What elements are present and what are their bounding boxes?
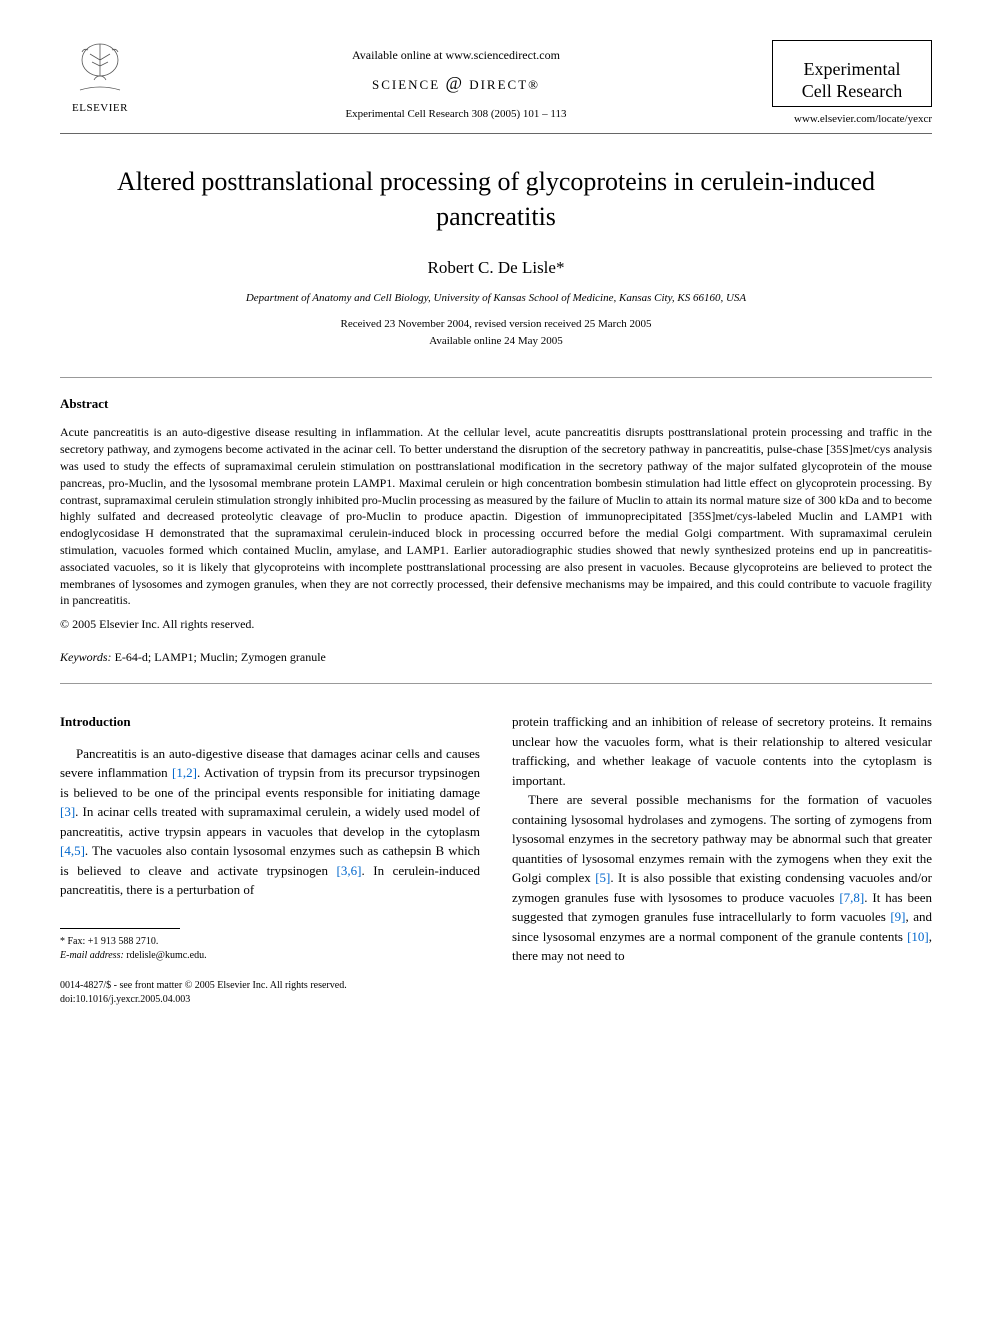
journal-box-col: Experimental Cell Research www.elsevier.… <box>772 40 932 125</box>
intro-p1-c: . In acinar cells treated with supramaxi… <box>60 804 480 839</box>
body-col-left: Introduction Pancreatitis is an auto-dig… <box>60 712 480 1007</box>
affiliation: Department of Anatomy and Cell Biology, … <box>60 292 932 304</box>
journal-name-line1: Experimental <box>787 59 917 81</box>
header-divider <box>60 133 932 134</box>
body-col-right: protein trafficking and an inhibition of… <box>512 712 932 1007</box>
journal-box: Experimental Cell Research <box>772 40 932 107</box>
doi-block: 0014-4827/$ - see front matter © 2005 El… <box>60 979 480 1007</box>
keywords: Keywords: E-64-d; LAMP1; Muclin; Zymogen… <box>60 650 932 665</box>
introduction-heading: Introduction <box>60 712 480 732</box>
abstract-top-divider <box>60 377 932 378</box>
article-title: Altered posttranslational processing of … <box>60 164 932 234</box>
intro-p2: protein trafficking and an inhibition of… <box>512 712 932 790</box>
footnote-divider <box>60 928 180 929</box>
footnote-email: E-mail address: rdelisle@kumc.edu. <box>60 949 480 963</box>
sd-science: SCIENCE <box>372 77 440 92</box>
journal-name-line2: Cell Research <box>787 81 917 103</box>
header-center: Available online at www.sciencedirect.co… <box>140 40 772 120</box>
publisher-name: ELSEVIER <box>60 102 140 114</box>
intro-p1: Pancreatitis is an auto-digestive diseas… <box>60 744 480 900</box>
keywords-text: E-64-d; LAMP1; Muclin; Zymogen granule <box>115 650 326 664</box>
cite-4-5[interactable]: [4,5] <box>60 843 85 858</box>
elsevier-tree-icon <box>60 40 140 102</box>
abstract-text: Acute pancreatitis is an auto-digestive … <box>60 424 932 609</box>
body-columns: Introduction Pancreatitis is an auto-dig… <box>60 712 932 1007</box>
keywords-label: Keywords: <box>60 650 112 664</box>
cite-10[interactable]: [10] <box>907 929 929 944</box>
sciencedirect-logo: SCIENCE @ DIRECT® <box>140 73 772 94</box>
doi-line1: 0014-4827/$ - see front matter © 2005 El… <box>60 979 480 993</box>
article-dates: Received 23 November 2004, revised versi… <box>60 316 932 349</box>
dates-online: Available online 24 May 2005 <box>60 333 932 350</box>
dates-received: Received 23 November 2004, revised versi… <box>60 316 932 333</box>
cite-7-8[interactable]: [7,8] <box>839 890 864 905</box>
publisher-logo: ELSEVIER <box>60 40 140 114</box>
keywords-divider <box>60 683 932 684</box>
cite-3[interactable]: [3] <box>60 804 75 819</box>
abstract-heading: Abstract <box>60 396 932 412</box>
cite-5[interactable]: [5] <box>595 870 610 885</box>
intro-p3: There are several possible mechanisms fo… <box>512 790 932 966</box>
footnote-fax: * Fax: +1 913 588 2710. <box>60 935 480 949</box>
footnote-email-value: rdelisle@kumc.edu. <box>126 950 206 961</box>
author: Robert C. De Lisle* <box>60 258 932 278</box>
abstract-copyright: © 2005 Elsevier Inc. All rights reserved… <box>60 617 932 632</box>
cite-3-6[interactable]: [3,6] <box>337 863 362 878</box>
footnote-email-label: E-mail address: <box>60 950 124 961</box>
header-row: ELSEVIER Available online at www.science… <box>60 40 932 125</box>
journal-reference: Experimental Cell Research 308 (2005) 10… <box>140 108 772 120</box>
sd-direct: DIRECT® <box>469 77 540 92</box>
cite-1-2[interactable]: [1,2] <box>172 765 197 780</box>
available-online-text: Available online at www.sciencedirect.co… <box>140 48 772 63</box>
cite-9[interactable]: [9] <box>890 909 905 924</box>
sd-d-icon: @ <box>445 73 464 93</box>
journal-url: www.elsevier.com/locate/yexcr <box>794 113 932 125</box>
doi-line2: doi:10.1016/j.yexcr.2005.04.003 <box>60 993 480 1007</box>
